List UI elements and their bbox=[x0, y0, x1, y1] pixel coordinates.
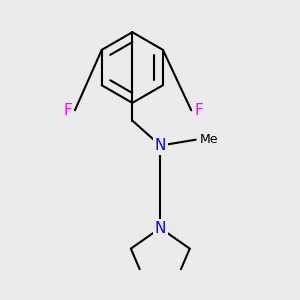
Text: F: F bbox=[63, 103, 72, 118]
Text: F: F bbox=[194, 103, 203, 118]
Text: Me: Me bbox=[200, 133, 219, 146]
Text: N: N bbox=[154, 138, 166, 153]
Text: N: N bbox=[154, 220, 166, 236]
